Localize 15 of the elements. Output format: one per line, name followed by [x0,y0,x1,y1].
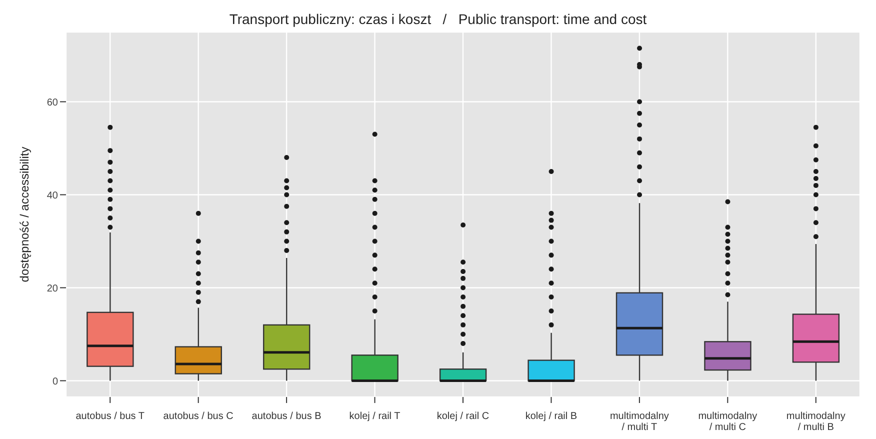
x-tick-label: kolej / rail B [525,411,578,422]
x-tick-label: multimodalny / multi C [698,411,758,433]
chart-title: Transport publiczny: czas i koszt / Public transport: time and cost [228,10,648,29]
x-tick-label: kolej / rail T [349,411,400,422]
y-tick-label: 20 [46,283,58,294]
y-tick-label: 40 [46,190,58,202]
y-tick-label: 0 [52,376,58,388]
x-tick-label: multimodalny / multi B [786,411,846,433]
x-tick-label: multimodalny / multi T [610,411,669,433]
y-axis-title: dostępność / accessibility [17,146,32,282]
x-tick-label: autobus / bus B [252,411,322,422]
x-tick-label: kolej / rail C [436,411,490,422]
y-tick-label: 60 [46,97,58,108]
x-tick-label: autobus / bus T [76,411,144,422]
x-tick-label: autobus / bus C [163,411,234,422]
